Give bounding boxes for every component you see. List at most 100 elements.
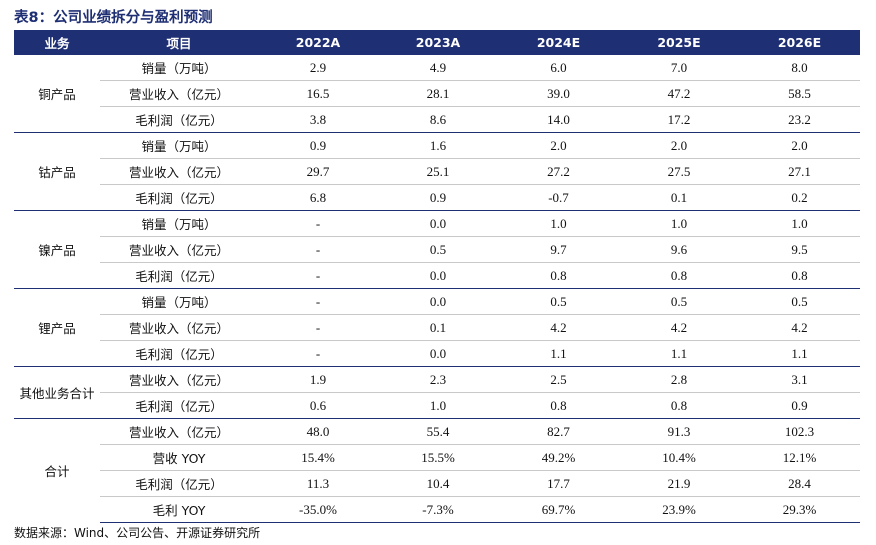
value-cell: 2.9 xyxy=(309,59,327,75)
header-year: 2022A xyxy=(258,30,378,55)
table-row: 营业收入（亿元） -0.5 9.7 9.6 9.5 xyxy=(14,236,860,263)
value-cell: 17.7 xyxy=(498,470,619,497)
value-cell: 0.9 xyxy=(739,392,860,419)
item-cell: 毛利润（亿元） xyxy=(100,340,258,367)
value-cell: 28.1 xyxy=(378,80,498,107)
value-cell: 29.7 xyxy=(258,158,378,185)
value-cell: 11.3 xyxy=(258,470,378,497)
item-cell: 营业收入（亿元） xyxy=(100,314,258,341)
segment-cell: 镍产品 xyxy=(14,210,100,289)
value-cell: 82.7 xyxy=(498,418,619,445)
segment-cell: 其他业务合计 xyxy=(14,366,100,419)
value-cell: 102.3 xyxy=(739,418,860,445)
table-row: 毛利 YOY -35.0% -7.3% 69.7% 23.9% 29.3% xyxy=(14,496,860,523)
value-cell: 9.5 xyxy=(739,236,860,263)
value-cell: 0.0 xyxy=(378,340,498,367)
table-row: 营业收入（亿元） 29.7 25.1 27.2 27.5 27.1 xyxy=(14,158,860,185)
table-row: 毛利润（亿元） 0.6 1.0 0.8 0.8 0.9 xyxy=(14,392,860,419)
value-cell: 0.8 xyxy=(498,262,619,289)
value-cell: 0.0 xyxy=(378,288,498,315)
value-cell: 1.1 xyxy=(498,340,619,367)
value-cell: 48.0 xyxy=(258,418,378,445)
value-cell: 55.4 xyxy=(378,418,498,445)
value-cell: 9.7 xyxy=(498,236,619,263)
value-cell: 4.2 xyxy=(498,314,619,341)
value-cell: - xyxy=(258,262,378,289)
table-row: 营业收入（亿元） 16.5 28.1 39.0 47.2 58.5 xyxy=(14,80,860,107)
value-cell: 6.0 xyxy=(550,59,567,75)
segment-cell: 钴产品 xyxy=(14,132,100,211)
value-cell: - xyxy=(258,314,378,341)
forecast-table: 业务 项目 2022A 2023A 2024E 2025E 2026E 铜产品销… xyxy=(14,30,860,523)
value-cell: 0.0 xyxy=(378,210,498,237)
value-cell: 28.4 xyxy=(739,470,860,497)
value-cell: - xyxy=(258,236,378,263)
value-cell: - xyxy=(258,210,378,237)
value-cell: 2.5 xyxy=(498,366,619,393)
item-cell: 毛利润（亿元） xyxy=(100,470,258,497)
value-cell: - xyxy=(258,340,378,367)
item-cell: 毛利润（亿元） xyxy=(100,392,258,419)
header-segment: 业务 xyxy=(14,30,100,55)
value-cell: 29.3% xyxy=(739,496,860,523)
segment-cell: 合计 xyxy=(14,418,100,523)
value-cell: 69.7% xyxy=(498,496,619,523)
value-cell: 1.0 xyxy=(498,210,619,237)
item-cell: 销量（万吨） xyxy=(141,61,217,76)
value-cell: 25.1 xyxy=(378,158,498,185)
value-cell: 2.0 xyxy=(739,132,860,159)
value-cell: 0.8 xyxy=(619,392,739,419)
table-row: 毛利润（亿元） 3.8 8.6 14.0 17.2 23.2 xyxy=(14,106,860,133)
source-note: 数据来源：Wind、公司公告、开源证券研究所 xyxy=(14,526,261,540)
value-cell: 16.5 xyxy=(258,80,378,107)
value-cell: 4.9 xyxy=(429,59,447,75)
value-cell: 0.8 xyxy=(498,392,619,419)
value-cell: 4.2 xyxy=(739,314,860,341)
segment-cell: 锂产品 xyxy=(14,288,100,367)
value-cell: 27.5 xyxy=(619,158,739,185)
value-cell: -7.3% xyxy=(378,496,498,523)
header-item: 项目 xyxy=(100,30,258,55)
item-cell: 营业收入（亿元） xyxy=(100,418,258,445)
value-cell: 4.2 xyxy=(619,314,739,341)
value-cell: 9.6 xyxy=(619,236,739,263)
value-cell: 1.0 xyxy=(739,210,860,237)
value-cell: 6.8 xyxy=(258,184,378,211)
value-cell: -0.7 xyxy=(498,184,619,211)
value-cell: 1.1 xyxy=(619,340,739,367)
value-cell: 27.1 xyxy=(739,158,860,185)
value-cell: 0.8 xyxy=(619,262,739,289)
table-row: 营收 YOY 15.4% 15.5% 49.2% 10.4% 12.1% xyxy=(14,444,860,471)
value-cell: 7.0 xyxy=(670,59,688,75)
table-row: 毛利润（亿元） -0.0 1.1 1.1 1.1 xyxy=(14,340,860,367)
header-row: 业务 项目 2022A 2023A 2024E 2025E 2026E xyxy=(14,30,860,55)
header-year: 2025E xyxy=(619,30,739,55)
table-row: 铜产品 销量（万吨） 2.9 4.9 6.0 7.0 8.0 xyxy=(14,55,860,103)
table-body: 铜产品 销量（万吨） 2.9 4.9 6.0 7.0 8.0 营业收入（亿元） 16.5 28.1… xyxy=(14,55,860,523)
item-cell: 营业收入（亿元） xyxy=(100,236,258,263)
value-cell: 58.5 xyxy=(739,80,860,107)
value-cell: 0.5 xyxy=(619,288,739,315)
value-cell: 1.6 xyxy=(378,132,498,159)
value-cell: 12.1% xyxy=(739,444,860,471)
header-year: 2026E xyxy=(739,30,860,55)
value-cell: 49.2% xyxy=(498,444,619,471)
value-cell: 2.3 xyxy=(378,366,498,393)
value-cell: 0.5 xyxy=(498,288,619,315)
item-cell: 销量（万吨） xyxy=(100,132,258,159)
item-cell: 营业收入（亿元） xyxy=(100,366,258,393)
item-cell: 毛利润（亿元） xyxy=(100,262,258,289)
value-cell: 23.9% xyxy=(619,496,739,523)
header-year: 2023A xyxy=(378,30,498,55)
value-cell: 3.1 xyxy=(739,366,860,393)
value-cell: 8.0 xyxy=(791,59,808,75)
value-cell: 2.8 xyxy=(619,366,739,393)
value-cell: - xyxy=(258,288,378,315)
item-cell: 销量（万吨） xyxy=(100,210,258,237)
value-cell: 47.2 xyxy=(619,80,739,107)
table-row: 其他业务合计 营业收入（亿元） 1.9 2.3 2.5 2.8 3.1 xyxy=(14,366,860,419)
item-cell: 营业收入（亿元） xyxy=(100,158,258,185)
value-cell: -35.0% xyxy=(258,496,378,523)
value-cell: 15.4% xyxy=(258,444,378,471)
table-row: 镍产品 销量（万吨） -0.0 1.0 1.0 1.0 xyxy=(14,210,860,289)
